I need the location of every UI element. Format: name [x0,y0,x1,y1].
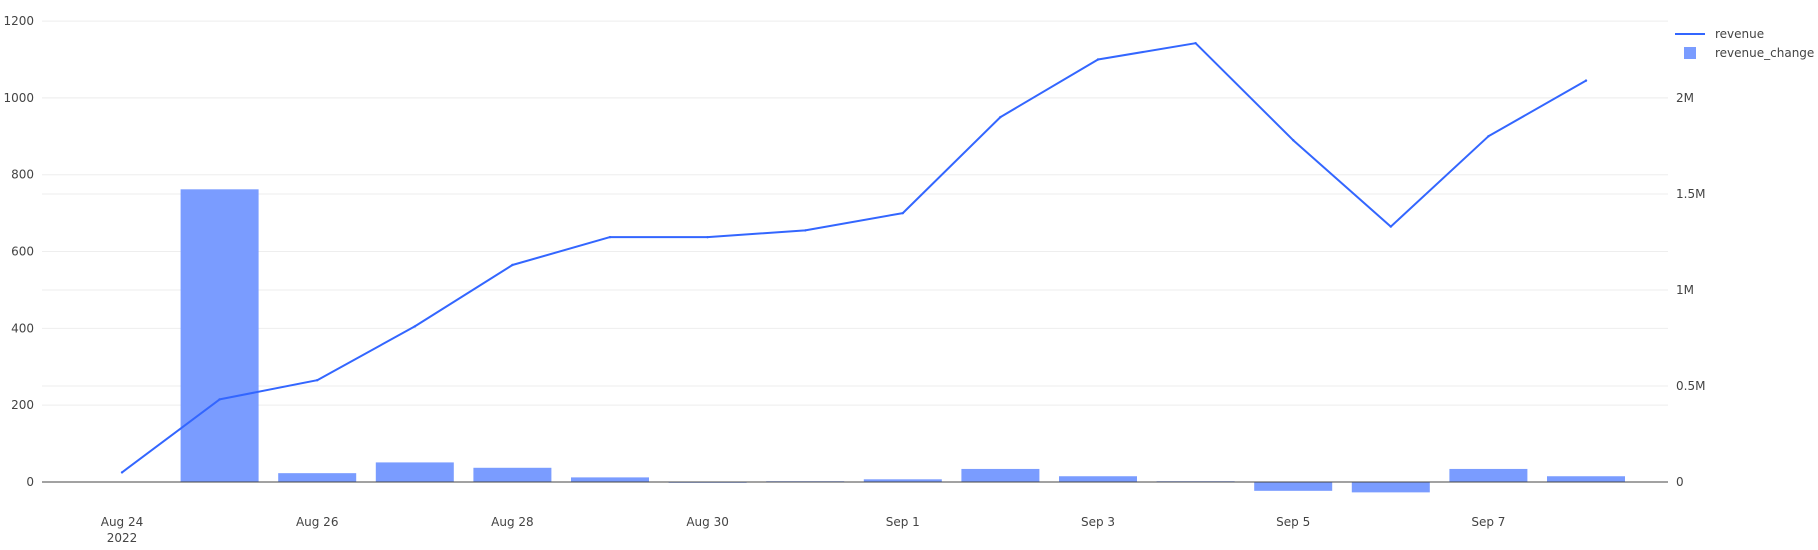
y-left-tick-label: 1200 [3,14,34,28]
revenue-point-2022-08-24 [120,471,124,474]
x-tick-label: Aug 28 [491,515,534,529]
bar-2022-08-25 [180,189,259,482]
bar-2022-09-08 [1547,476,1625,482]
revenue-point-2022-08-28 [511,263,514,267]
revenue-point-2022-09-02 [999,115,1002,119]
y-right-tick-label: 1.5M [1676,187,1705,201]
revenue-point-2022-08-30 [706,235,709,239]
bar-2022-09-02 [961,468,1040,482]
x-tick-label: Sep 5 [1276,515,1310,529]
y-axis-right: 0 0.5M 1M 1.5M 2M [1676,91,1705,489]
bar-2022-09-05 [1254,482,1333,491]
y-left-tick-label: 800 [11,168,34,182]
revenue-change-bars [180,189,1625,493]
revenue-point-2022-09-01 [901,211,904,215]
revenue-line-path [121,42,1587,474]
revenue-point-2022-09-08 [1584,79,1588,82]
bar-2022-08-28 [473,467,552,482]
revenue-point-2022-08-26 [316,379,319,382]
x-tick-label: Aug 26 [296,515,339,529]
bar-2022-09-07 [1449,468,1528,482]
revenue-point-2022-09-03 [1096,58,1100,61]
bar-2022-08-27 [375,462,454,482]
y-left-tick-label: 400 [11,321,34,335]
x-axis: Aug 24 2022 Aug 26 Aug 28 Aug 30 Sep 1 Sep 3 Se… [101,515,1506,545]
y-axis-left: 0 200 400 600 800 1000 1200 [3,14,34,489]
legend-label: revenue_change [1715,46,1814,60]
legend-swatch-bar [1684,47,1696,59]
x-tick-label: Sep 3 [1081,515,1115,529]
revenue-point-2022-08-29 [608,235,612,239]
x-tick-label: Sep 7 [1471,515,1505,529]
bar-2022-09-06 [1351,482,1430,493]
revenue-point-2022-08-27 [413,325,416,328]
bar-2022-08-29 [571,477,649,482]
bar-2022-09-03 [1059,476,1137,482]
y-right-tick-label: 0 [1676,475,1684,489]
x-tick-sublabel: 2022 [107,531,138,545]
legend: revenue revenue_change [1675,27,1814,60]
revenue-point-2022-09-07 [1487,135,1490,138]
revenue-point-2022-09-06 [1389,225,1393,228]
revenue-point-2022-08-25 [218,398,221,401]
bar-2022-08-26 [278,473,357,482]
x-tick-label: Aug 30 [686,515,729,529]
y-left-tick-label: 1000 [3,91,34,105]
bar-2022-09-01 [863,479,942,482]
x-tick-label: Sep 1 [886,515,920,529]
y-right-tick-label: 1M [1676,283,1694,297]
y-right-tick-label: 2M [1676,91,1694,105]
revenue-line [120,41,1588,474]
legend-label: revenue [1715,27,1764,41]
y-right-tick-label: 0.5M [1676,379,1705,393]
revenue-point-2022-09-04 [1194,41,1197,45]
y-left-tick-label: 200 [11,398,34,412]
y-left-tick-label: 0 [26,475,34,489]
x-tick-label: Aug 24 [101,515,144,529]
revenue-point-2022-09-05 [1292,138,1295,142]
grid-lines [42,20,1668,406]
revenue-point-2022-08-31 [804,229,807,232]
y-left-tick-label: 600 [11,245,34,259]
